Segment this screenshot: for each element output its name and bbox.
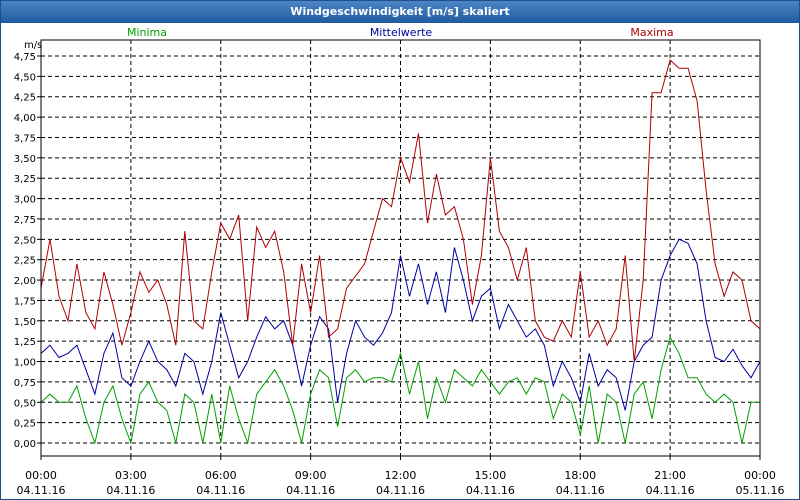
series-line-minima (40, 335, 760, 445)
x-tick-time: 03:00 (115, 469, 147, 482)
x-tick-time: 15:00 (475, 469, 507, 482)
y-tick-label: 2,25 (14, 256, 36, 267)
y-tick-label: 3,50 (14, 154, 36, 165)
legend: Minima Mittelwerte Maxima (127, 26, 674, 39)
x-tick-date: 04.11.16 (286, 484, 335, 497)
y-tick-label: 1,00 (14, 358, 36, 369)
y-tick-label: 0,00 (14, 439, 36, 450)
y-tick-label: 0,75 (14, 378, 36, 389)
x-tick-time: 00:00 (744, 469, 776, 482)
window-title: Windgeschwindigkeit [m/s] skaliert (1, 1, 799, 23)
x-tick-time: 12:00 (385, 469, 417, 482)
series-line-maxima (40, 59, 761, 362)
y-tick-label: 3,25 (14, 174, 36, 185)
x-tick-time: 18:00 (564, 469, 596, 482)
legend-minima: Minima (127, 26, 167, 39)
x-tick-date: 05.11.16 (736, 484, 785, 497)
y-tick-label: 1,75 (14, 296, 36, 307)
y-tick-label: 2,00 (14, 276, 36, 287)
x-tick-date: 04.11.16 (556, 484, 605, 497)
x-axis-ticks: 00:00 04.11.16 03:00 04.11.16 06:00 04.11.16 0… (17, 456, 785, 497)
x-tick-date: 04.11.16 (376, 484, 425, 497)
y-tick-label: 4,75 (14, 52, 36, 63)
y-axis-label: m/s (24, 40, 42, 51)
series-line-mittelwerte (40, 238, 761, 411)
x-tick-time: 09:00 (295, 469, 327, 482)
y-tick-label: 2,75 (14, 215, 36, 226)
y-tick-label: 1,50 (14, 317, 36, 328)
y-tick-label: 0,25 (14, 419, 36, 430)
y-tick-label: 4,00 (14, 113, 36, 124)
x-tick-time: 21:00 (654, 469, 686, 482)
y-tick-label: 4,50 (14, 72, 36, 83)
x-tick-date: 04.11.16 (646, 484, 695, 497)
y-tick-label: 0,50 (14, 398, 36, 409)
x-tick-date: 04.11.16 (17, 484, 66, 497)
y-tick-label: 1,25 (14, 337, 36, 348)
chart-grid (41, 40, 760, 456)
y-tick-label: 3,00 (14, 195, 36, 206)
x-tick-date: 04.11.16 (106, 484, 155, 497)
chart-lines (40, 59, 761, 445)
y-tick-label: 2,50 (14, 235, 36, 246)
plot-frame (40, 39, 761, 457)
x-tick-date: 04.11.16 (196, 484, 245, 497)
legend-mittelwerte: Mittelwerte (370, 26, 433, 39)
x-tick-date: 04.11.16 (466, 484, 515, 497)
x-tick-time: 00:00 (25, 469, 57, 482)
legend-maxima: Maxima (630, 26, 673, 39)
y-axis-ticks: 0,00 0,25 0,50 0,75 1,00 1,25 1,50 1,75 2,00 2,25… (14, 52, 41, 450)
y-tick-label: 4,25 (14, 93, 36, 104)
y-tick-label: 3,75 (14, 133, 36, 144)
x-tick-time: 06:00 (205, 469, 237, 482)
